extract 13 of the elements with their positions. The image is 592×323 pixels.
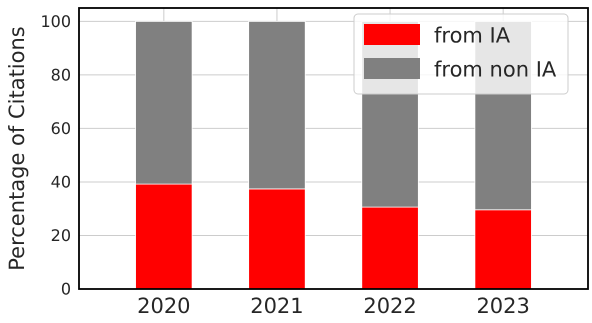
x-tick-label: 2021: [250, 294, 304, 318]
y-tick-label: 20: [50, 226, 71, 246]
legend-label: from non IA: [434, 57, 557, 82]
y-tick-label: 80: [50, 66, 71, 85]
x-tick-label: 2023: [476, 294, 530, 318]
x-tick-label: 2020: [137, 294, 191, 318]
x-tick-label: 2022: [363, 294, 417, 318]
y-tick-label: 60: [50, 119, 71, 138]
y-tick-label: 0: [60, 280, 71, 299]
y-tick-label: 40: [50, 172, 71, 192]
y-tick-label: 100: [40, 12, 71, 31]
legend-label: from IA: [434, 23, 511, 48]
y-axis-title: Percentage of Citations: [5, 26, 29, 271]
